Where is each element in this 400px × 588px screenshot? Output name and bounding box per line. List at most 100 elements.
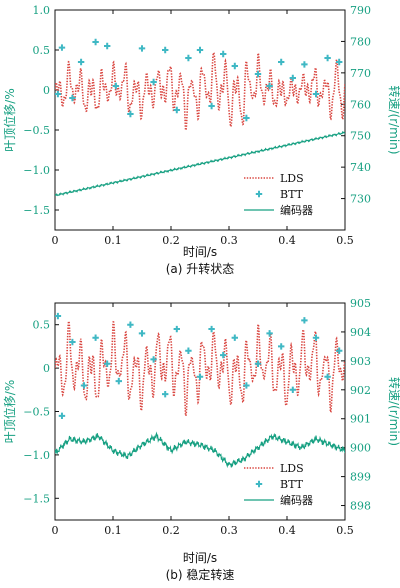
btt-point	[196, 373, 204, 380]
x-tick-label: 0	[52, 234, 59, 247]
x-tick-label: 0.4	[278, 234, 296, 247]
y-right-axis-label: 转速/(r/min)	[387, 85, 400, 154]
x-tick-label: 0.2	[162, 524, 180, 537]
y-left-tick-label: −0.5	[23, 124, 50, 137]
lds-series-line	[55, 318, 345, 416]
series-group	[55, 312, 345, 469]
y-left-tick-label: 0	[43, 84, 50, 97]
y-right-tick-label: 904	[350, 326, 371, 339]
y-right-tick-label: 901	[350, 413, 371, 426]
btt-point	[324, 54, 331, 62]
y-left-tick-label: −1.0	[23, 164, 50, 177]
btt-point	[127, 110, 134, 118]
x-tick-label: 0.3	[220, 234, 238, 247]
btt-point	[231, 334, 238, 341]
legend-label: BTT	[280, 188, 304, 201]
btt-point	[208, 325, 215, 333]
legend-label: 编码器	[280, 203, 313, 217]
y-right-tick-label: 905	[350, 297, 371, 310]
btt-point	[150, 356, 157, 363]
legend-label: BTT	[280, 478, 304, 491]
y-right-tick-label: 750	[350, 130, 371, 143]
y-left-tick-label: 0.5	[33, 319, 51, 332]
btt-point	[150, 78, 157, 86]
chart-panel-0: 0 0.1 0.2 0.3 0.4 0.5 1.0 0.5 0 −0.5 −1.0 −1.5 790 78…	[2, 4, 400, 276]
btt-point	[254, 360, 262, 367]
y-right-tick-label: 780	[350, 35, 371, 48]
btt-point	[173, 106, 180, 114]
btt-point	[312, 90, 320, 98]
btt-point	[289, 386, 296, 393]
legend: LDS BTT 编码器	[244, 172, 313, 217]
chart-panel-1: 0 0.1 0.2 0.3 0.4 0.5 0.5 0 −0.5 −1.0 −1.5 905 904 90…	[2, 297, 400, 582]
btt-point	[69, 338, 76, 346]
btt-point	[92, 38, 99, 46]
y-right-axis-label: 转速/(r/min)	[387, 377, 400, 446]
x-tick-label: 0.3	[220, 524, 238, 537]
x-tick-label: 0	[52, 524, 59, 537]
legend: LDS BTT 编码器	[244, 462, 313, 507]
series-group	[55, 38, 345, 197]
btt-point	[69, 94, 76, 102]
btt-point	[243, 114, 250, 122]
btt-point	[104, 360, 111, 367]
btt-point	[266, 330, 273, 337]
legend-label: LDS	[280, 172, 304, 185]
btt-point	[278, 58, 285, 66]
btt-point	[301, 61, 308, 68]
btt-point	[173, 325, 180, 333]
y-left-tick-label: −0.5	[23, 406, 50, 419]
y-right-tick-label: 740	[350, 161, 371, 174]
btt-point	[289, 74, 296, 82]
btt-point	[278, 343, 285, 350]
btt-point	[301, 317, 308, 324]
encoder-series-line	[55, 431, 345, 469]
legend-swatch-btt	[255, 480, 263, 488]
legend-swatch-btt	[255, 190, 263, 198]
legend-label: 编码器	[280, 493, 313, 507]
btt-point	[58, 44, 66, 51]
btt-point	[162, 46, 169, 54]
x-tick-label: 0.5	[336, 524, 354, 537]
panel-caption: (b) 稳定转速	[166, 567, 235, 582]
y-right-tick-label: 770	[350, 67, 371, 80]
x-axis-label: 时间/s	[183, 551, 217, 565]
btt-point	[138, 45, 146, 52]
y-right-tick-label: 790	[350, 4, 371, 17]
y-right-tick-label: 903	[350, 355, 371, 368]
btt-point	[266, 82, 273, 90]
y-right-tick-label: 730	[350, 193, 371, 206]
btt-point	[254, 70, 262, 78]
y-right-tick-label: 760	[350, 98, 371, 111]
legend-label: LDS	[280, 462, 304, 475]
btt-point	[220, 50, 227, 58]
y-left-axis-label: 叶顶位移/%	[2, 380, 17, 443]
btt-point	[115, 377, 122, 385]
y-left-axis-label: 叶顶位移/%	[2, 88, 17, 151]
btt-point	[112, 82, 120, 90]
btt-point	[312, 334, 320, 341]
btt-point	[336, 58, 343, 66]
lds-series-line	[55, 50, 345, 131]
btt-point	[185, 347, 192, 354]
btt-point	[58, 412, 66, 420]
btt-point	[55, 312, 62, 320]
y-left-tick-label: 0	[43, 362, 50, 375]
btt-point	[196, 46, 204, 54]
x-tick-label: 0.2	[162, 234, 180, 247]
btt-point	[80, 382, 88, 389]
y-right-tick-label: 898	[350, 500, 371, 513]
y-right-tick-label: 900	[350, 442, 371, 455]
btt-point	[138, 330, 146, 337]
btt-point	[127, 321, 134, 328]
btt-point	[104, 42, 111, 50]
btt-point	[77, 58, 85, 66]
plot-frame	[54, 9, 346, 231]
y-left-tick-label: 1.0	[33, 4, 51, 17]
y-left-tick-label: −1.5	[23, 204, 50, 217]
y-left-tick-label: −1.5	[23, 492, 50, 505]
x-tick-label: 0.4	[278, 524, 296, 537]
panel-caption: (a) 升转状态	[166, 261, 235, 276]
x-tick-label: 0.1	[104, 524, 122, 537]
